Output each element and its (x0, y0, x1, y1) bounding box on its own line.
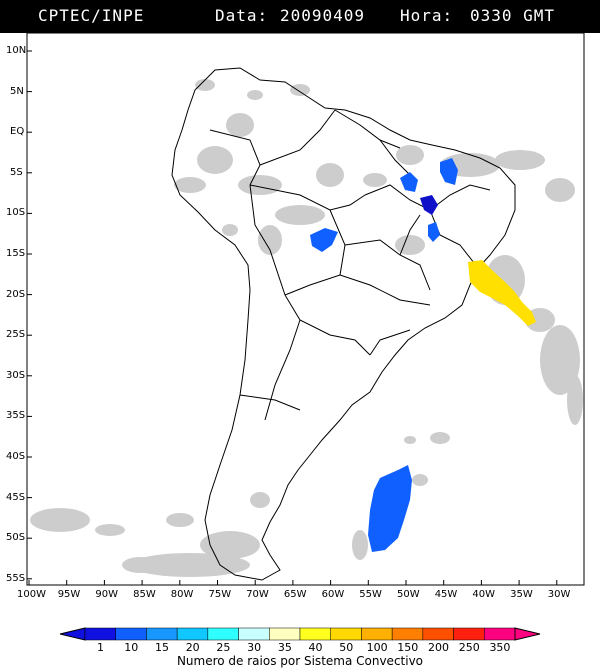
lightning-cluster-goias (310, 228, 338, 252)
colorbar-swatch (391, 627, 424, 641)
colorbar-value: 1 (96, 641, 104, 654)
lon-label: 95W (57, 589, 81, 600)
lon-label: 75W (208, 589, 232, 600)
lat-label: 5S (10, 166, 23, 178)
lat-label: 55S (6, 572, 26, 584)
colorbar-value: 30 (247, 641, 262, 654)
lat-label: 45S (6, 491, 26, 503)
date-label: Data: (215, 6, 269, 25)
colorbar-value: 100 (366, 641, 388, 654)
colorbar-value: 15 (154, 641, 169, 654)
colorbar-value: 20 (185, 641, 200, 654)
lon-label: 45W (434, 589, 458, 600)
header-bar: CPTEC/INPE Data: 20090409 Hora: 0330 GMT (0, 0, 600, 33)
colorbar-swatch (207, 627, 239, 641)
colorbar-value: 10 (124, 641, 139, 654)
colorbar-swatch (484, 627, 516, 641)
lat-label: 40S (6, 451, 26, 462)
lat-label: 35S (6, 410, 26, 422)
lat-label: EQ (10, 126, 25, 138)
lat-label: 50S (6, 532, 26, 544)
south-america-coastline (171, 67, 516, 581)
lightning-cluster-south-atlantic (368, 465, 412, 552)
colorbar-value: 25 (216, 641, 231, 654)
source-label: CPTEC/INPE (38, 6, 145, 25)
colorbar-value: 50 (339, 641, 354, 654)
colorbar-value: 200 (428, 641, 449, 654)
colorbar-swatch (238, 627, 270, 641)
lat-label: 30S (6, 369, 26, 381)
colorbar-swatch (361, 627, 393, 641)
lon-label: 35W (510, 589, 533, 600)
lat-label: 10S (6, 207, 26, 219)
lat-label: 25S (6, 329, 26, 341)
colorbar-swatch (146, 627, 178, 641)
lon-label: 30W (547, 589, 571, 600)
time-label: Hora: (400, 6, 454, 25)
colorbar-value: 350 (489, 641, 511, 654)
time-value: 0330 GMT (470, 6, 556, 25)
colorbar-swatch (84, 627, 116, 641)
cloud-layer (30, 79, 583, 577)
colorbar-value: 40 (308, 641, 323, 654)
colorbar-right-arrow (514, 627, 541, 641)
lon-label: 80W (170, 589, 194, 600)
lon-label: 90W (95, 589, 119, 600)
lon-label: 40W (472, 589, 496, 600)
lightning-cluster-bahia-coast (468, 260, 536, 326)
lon-label: 50W (397, 589, 420, 600)
lon-label: 70W (246, 589, 269, 600)
colorbar-swatch (299, 627, 331, 641)
axis-ticks (27, 50, 558, 585)
lat-label: 10N (6, 45, 27, 56)
lightning-cluster-bahia-west (428, 222, 440, 242)
lightning-systems (310, 158, 536, 552)
country-borders (171, 67, 516, 581)
colorbar-value: 35 (277, 641, 292, 654)
date-value: 20090409 (280, 6, 366, 25)
lon-label: 55W (359, 589, 382, 600)
lat-label: 5N (10, 85, 24, 97)
colorbar-swatch (115, 627, 147, 641)
lightning-cluster-piaui (420, 195, 438, 215)
colorbar-value: 250 (458, 641, 480, 654)
colorbar-value: 150 (397, 641, 419, 654)
map-frame (26, 32, 585, 586)
lightning-cluster-maranhao (440, 158, 458, 185)
lon-label: 60W (321, 589, 345, 600)
lat-label: 15S (6, 248, 26, 259)
colorbar-swatch (176, 627, 209, 641)
colorbar-swatch (269, 627, 301, 641)
lon-label: 100W (17, 589, 46, 600)
colorbar (59, 627, 541, 641)
lon-label: 65W (283, 589, 307, 600)
colorbar-swatch (330, 627, 362, 641)
colorbar-left-arrow (59, 627, 86, 641)
lon-label: 85W (133, 589, 156, 600)
lat-label: 20S (6, 288, 26, 300)
colorbar-swatch (453, 627, 485, 641)
lightning-cluster-para (400, 172, 418, 192)
legend-caption: Numero de raios por Sistema Convectivo (176, 654, 424, 668)
colorbar-swatch (422, 627, 454, 641)
